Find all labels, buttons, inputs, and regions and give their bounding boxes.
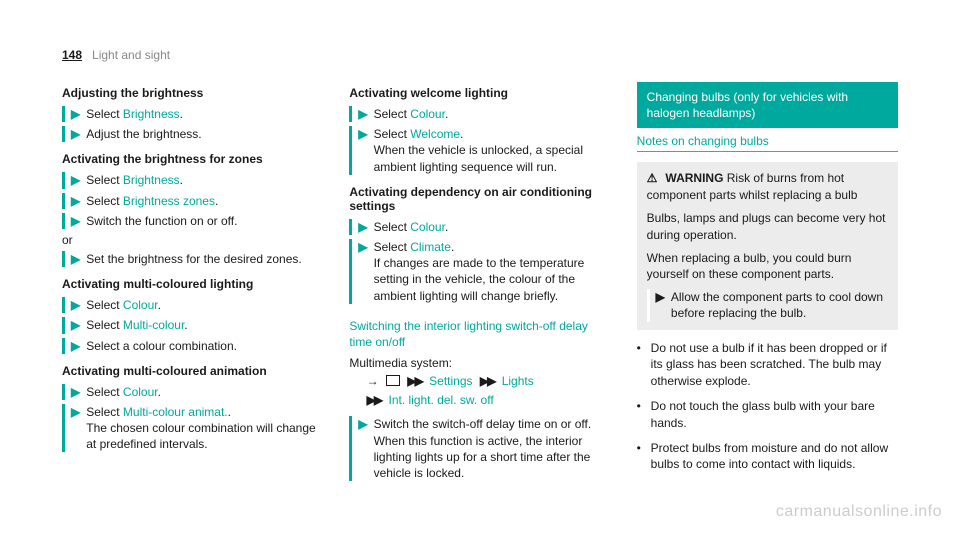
play-icon: ▶ (358, 126, 367, 175)
heading: Activating dependency on air conditionin… (349, 185, 610, 213)
warning-text: When replacing a bulb, you could burn yo… (647, 250, 888, 284)
step: ▶Select a colour combination. (62, 338, 323, 354)
column-1: Adjusting the brightness ▶Select Brightn… (62, 82, 323, 485)
play-icon: ▶ (71, 172, 80, 188)
play-icon: ▶ (358, 106, 367, 122)
menu-link: Colour (410, 220, 445, 234)
subtopic-heading: Notes on changing bulbs (637, 134, 898, 152)
chevron-icon: ▶▶ (367, 393, 381, 407)
play-icon: ▶ (71, 213, 80, 229)
bullet-item: •Do not touch the glass bulb with your b… (637, 398, 898, 432)
step: ▶Allow the component parts to cool down … (647, 289, 888, 321)
step: ▶Select Colour. (62, 297, 323, 313)
or-text: or (62, 233, 323, 247)
arrow-icon: → (367, 374, 379, 388)
bullet-icon: • (637, 340, 651, 390)
play-icon: ▶ (71, 251, 80, 267)
bullet-icon: • (637, 440, 651, 474)
menu-link: Brightness (123, 107, 180, 121)
menu-link: Colour (410, 107, 445, 121)
warning-text: Bulbs, lamps and plugs can become very h… (647, 210, 888, 244)
play-icon: ▶ (358, 239, 367, 304)
play-icon: ▶ (358, 219, 367, 235)
step: ▶Switch the function on or off. (62, 213, 323, 229)
heading: Adjusting the brightness (62, 86, 323, 100)
play-icon: ▶ (71, 193, 80, 209)
menu-link: Multi-colour (123, 318, 184, 332)
play-icon: ▶ (71, 106, 80, 122)
warning-icon: ⚠ (647, 171, 658, 185)
step: ▶Select Colour. (349, 106, 610, 122)
menu-link: Colour (123, 385, 158, 399)
heading: Activating welcome lighting (349, 86, 610, 100)
step: ▶Select Colour. (62, 384, 323, 400)
play-icon: ▶ (71, 126, 80, 142)
heading: Activating multi-coloured animation (62, 364, 323, 378)
chevron-icon: ▶▶ (407, 374, 421, 388)
chapter-banner: Changing bulbs (only for vehicles with h… (637, 82, 898, 128)
play-icon: ▶ (71, 338, 80, 354)
menu-link: Brightness (123, 173, 180, 187)
play-icon: ▶ (656, 289, 665, 321)
step: ▶Select Brightness. (62, 106, 323, 122)
play-icon: ▶ (358, 416, 367, 481)
heading: Activating the brightness for zones (62, 152, 323, 166)
warning-box: ⚠WARNING Risk of burns from hot componen… (637, 162, 898, 329)
step: ▶Set the brightness for the desired zone… (62, 251, 323, 267)
step: ▶Select Brightness. (62, 172, 323, 188)
play-icon: ▶ (71, 297, 80, 313)
heading: Activating multi-coloured lighting (62, 277, 323, 291)
warning-label: WARNING (665, 171, 723, 185)
page-header: 148 Light and sight (62, 48, 898, 62)
step: ▶Switch the switch-off delay time on or … (349, 416, 610, 481)
step: ▶Select Multi-colour. (62, 317, 323, 333)
step: ▶Select Multi-colour animat..The chosen … (62, 404, 323, 453)
play-icon: ▶ (71, 317, 80, 333)
multimedia-label: Multimedia system: (349, 356, 610, 370)
column-2: Activating welcome lighting ▶Select Colo… (349, 82, 610, 485)
page-number: 148 (62, 48, 82, 62)
step: ▶Select Welcome.When the vehicle is unlo… (349, 126, 610, 175)
menu-link: Brightness zones (123, 194, 215, 208)
play-icon: ▶ (71, 384, 80, 400)
menu-link: Colour (123, 298, 158, 312)
watermark: carmanualsonline.info (776, 503, 942, 521)
play-icon: ▶ (71, 404, 80, 453)
topic-heading: Switching the interior lighting switch-o… (349, 318, 610, 350)
step: ▶Select Brightness zones. (62, 193, 323, 209)
step: ▶Select Colour. (349, 219, 610, 235)
menu-link: Climate (410, 240, 451, 254)
bullet-item: •Do not use a bulb if it has been droppe… (637, 340, 898, 390)
home-icon (386, 375, 400, 386)
column-3: Changing bulbs (only for vehicles with h… (637, 82, 898, 485)
menu-link: Welcome (410, 127, 460, 141)
step: ▶Adjust the brightness. (62, 126, 323, 142)
step: ▶Select Climate.If changes are made to t… (349, 239, 610, 304)
menu-link: Multi-colour animat. (123, 405, 228, 419)
section-title: Light and sight (92, 48, 170, 62)
chevron-icon: ▶▶ (480, 374, 494, 388)
menu-path: → ▶▶ Settings ▶▶ Lights ▶▶ Int. light. d… (349, 372, 610, 410)
bullet-icon: • (637, 398, 651, 432)
bullet-item: •Protect bulbs from moisture and do not … (637, 440, 898, 474)
